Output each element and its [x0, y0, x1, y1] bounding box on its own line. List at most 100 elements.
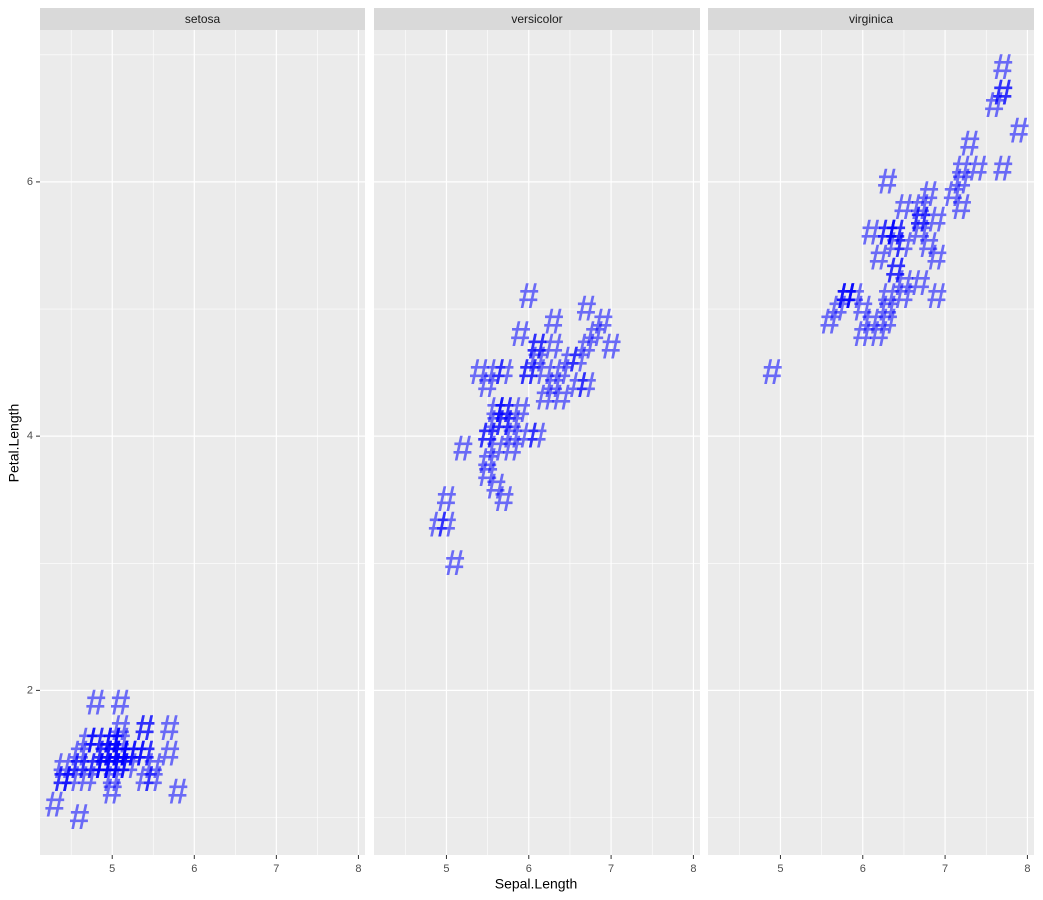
point: #	[110, 720, 130, 761]
x-tick-label: 7	[942, 863, 948, 875]
point: #	[560, 338, 580, 379]
point: #	[927, 275, 947, 316]
point: #	[436, 504, 456, 545]
point: #	[519, 415, 539, 456]
point: #	[102, 732, 122, 773]
point: #	[486, 466, 506, 507]
point: #	[478, 415, 498, 456]
point: #	[69, 745, 89, 786]
point: #	[110, 682, 130, 723]
strip	[374, 8, 700, 30]
x-tick-label: 6	[526, 863, 532, 875]
x-tick-label: 6	[191, 863, 197, 875]
strip-label: setosa	[185, 12, 221, 26]
point: #	[478, 453, 498, 494]
strip	[40, 8, 365, 30]
point: #	[585, 313, 605, 354]
point: #	[543, 364, 563, 405]
point: #	[494, 351, 514, 392]
point: #	[828, 288, 848, 329]
strip-label: virginica	[849, 12, 893, 26]
point: #	[853, 288, 873, 329]
point: #	[110, 732, 130, 773]
point: #	[877, 211, 897, 252]
point: #	[543, 326, 563, 367]
x-tick-label: 5	[443, 863, 449, 875]
point: #	[869, 237, 889, 278]
y-axis-title: Petal.Length	[6, 404, 22, 483]
point: #	[143, 758, 163, 799]
point: #	[952, 160, 972, 201]
point: #	[86, 720, 106, 761]
y-tick-label: 4	[27, 430, 33, 442]
point: #	[576, 326, 596, 367]
point: #	[502, 415, 522, 456]
panel	[40, 30, 365, 855]
point: #	[494, 402, 514, 443]
point: #	[820, 300, 840, 341]
point: #	[135, 732, 155, 773]
point: #	[69, 796, 89, 837]
panel	[708, 30, 1034, 855]
point: #	[993, 71, 1013, 112]
point: #	[478, 440, 498, 481]
point: #	[861, 211, 881, 252]
point: #	[886, 224, 906, 265]
point: #	[143, 745, 163, 786]
point: #	[877, 211, 897, 252]
x-tick-label: 8	[690, 863, 696, 875]
point: #	[119, 745, 139, 786]
point: #	[494, 389, 514, 430]
panel	[374, 30, 700, 855]
point: #	[486, 389, 506, 430]
point: #	[984, 84, 1004, 125]
point: #	[127, 732, 147, 773]
point: #	[86, 682, 106, 723]
point: #	[110, 707, 130, 748]
point: #	[952, 148, 972, 189]
point: #	[993, 71, 1013, 112]
strip-label: versicolor	[511, 12, 562, 26]
y-tick-label: 6	[27, 176, 33, 188]
point: #	[894, 262, 914, 303]
point: #	[535, 351, 555, 392]
point: #	[102, 720, 122, 761]
point: #	[527, 338, 547, 379]
point: #	[910, 186, 930, 227]
point: #	[478, 364, 498, 405]
point: #	[135, 758, 155, 799]
point: #	[552, 377, 572, 418]
point: #	[993, 148, 1013, 189]
x-tick-label: 8	[355, 863, 361, 875]
point: #	[869, 313, 889, 354]
point: #	[886, 249, 906, 290]
point: #	[543, 300, 563, 341]
point: #	[168, 771, 188, 812]
point: #	[910, 211, 930, 252]
point: #	[927, 237, 947, 278]
point: #	[527, 326, 547, 367]
point: #	[527, 415, 547, 456]
point: #	[877, 160, 897, 201]
point: #	[910, 199, 930, 240]
point: #	[53, 758, 73, 799]
point: #	[836, 275, 856, 316]
point: #	[927, 199, 947, 240]
point: #	[486, 402, 506, 443]
point: #	[94, 745, 114, 786]
point: #	[86, 745, 106, 786]
point: #	[69, 732, 89, 773]
point: #	[94, 732, 114, 773]
point: #	[568, 338, 588, 379]
point: #	[853, 313, 873, 354]
point: #	[78, 758, 98, 799]
point: #	[519, 351, 539, 392]
point: #	[486, 351, 506, 392]
point: #	[502, 427, 522, 468]
point: #	[86, 745, 106, 786]
point: #	[919, 224, 939, 265]
x-tick-label: 5	[777, 863, 783, 875]
point: #	[110, 745, 130, 786]
point: #	[894, 186, 914, 227]
point: #	[119, 732, 139, 773]
